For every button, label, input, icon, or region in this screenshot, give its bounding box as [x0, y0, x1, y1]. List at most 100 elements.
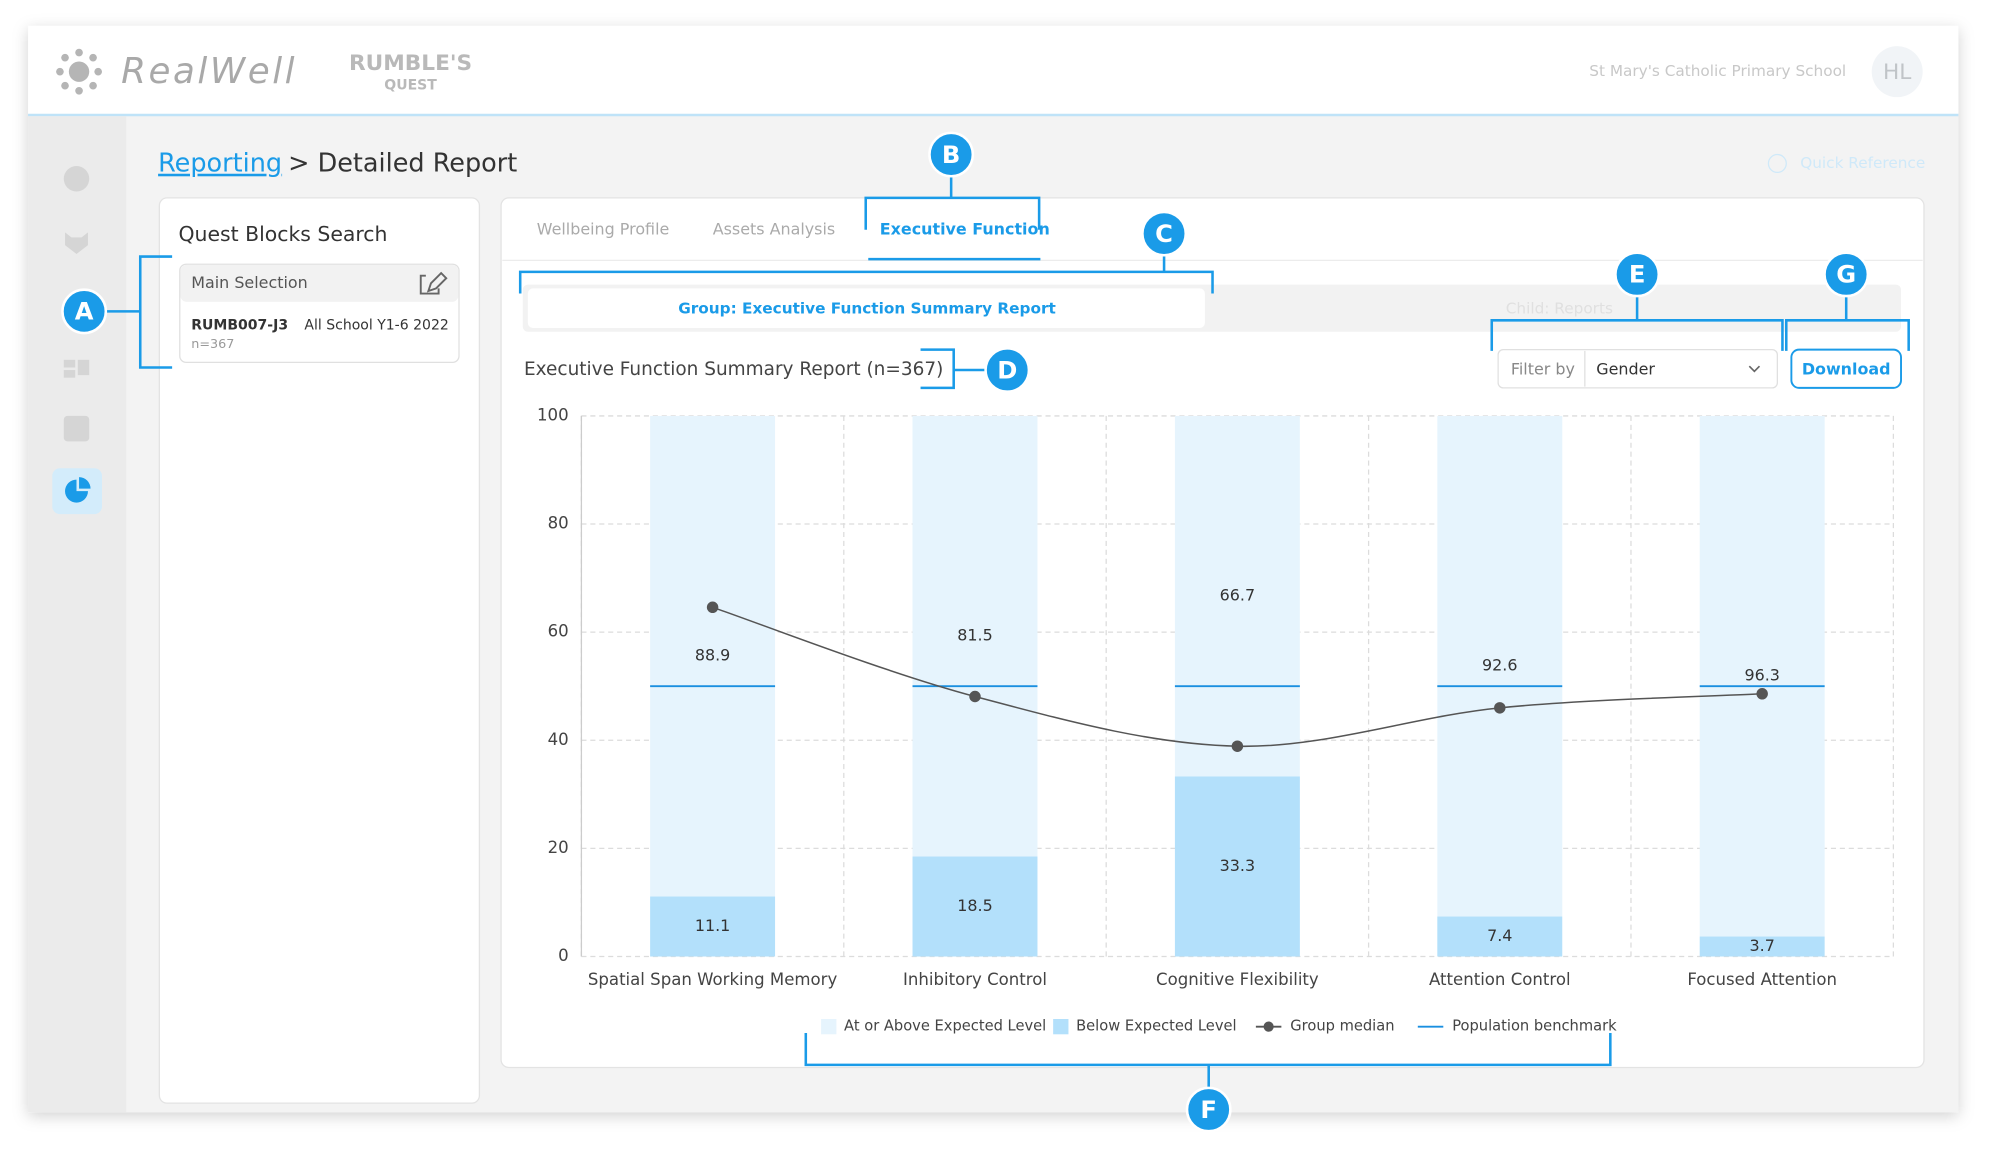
data-label: 66.7 — [1220, 586, 1255, 605]
game-logo: QUEST — [384, 78, 437, 94]
badge-label: F — [1200, 1096, 1217, 1124]
brand: RealWell — [121, 51, 297, 92]
breadcrumb-link[interactable]: Reporting — [158, 149, 282, 179]
bracket — [1490, 296, 1784, 351]
quick-reference[interactable]: Quick Reference — [1800, 154, 1925, 172]
help-icon[interactable] — [63, 166, 90, 192]
tab-active[interactable]: Executive Function — [880, 219, 1050, 238]
y-tick-label: 100 — [537, 405, 569, 424]
y-tick-label: 80 — [548, 514, 569, 533]
bracket — [105, 255, 173, 369]
subtab-active: Group: Executive Function Summary Report — [678, 299, 1056, 317]
x-tick-label: Attention Control — [1429, 970, 1571, 989]
data-label: 81.5 — [957, 626, 992, 645]
x-tick-label: Focused Attention — [1687, 970, 1837, 989]
data-label: 11.1 — [695, 916, 730, 935]
bracket — [920, 348, 986, 390]
bracket — [1784, 296, 1910, 351]
y-tick-label: 0 — [558, 946, 569, 965]
selection-code: RUMB007-J3 — [191, 317, 288, 333]
bar-segment — [650, 896, 776, 957]
report-title: Executive Function Summary Report (n=367… — [524, 359, 943, 380]
tab[interactable]: Assets Analysis — [713, 219, 835, 238]
avatar[interactable] — [1871, 46, 1923, 98]
filter-select[interactable] — [1497, 348, 1778, 389]
list-icon[interactable] — [63, 415, 90, 442]
data-label: 96.3 — [1744, 666, 1779, 685]
badge — [1141, 210, 1188, 257]
badge-label: C — [1155, 220, 1173, 248]
data-label: 92.6 — [1482, 656, 1517, 675]
data-label: 18.5 — [957, 896, 992, 915]
bar-segment — [650, 415, 776, 897]
filter-value: Gender — [1596, 360, 1655, 379]
info-icon — [1767, 153, 1787, 174]
data-label: 3.7 — [1750, 936, 1775, 955]
card-title: Main Selection — [191, 273, 307, 292]
badge — [928, 131, 975, 178]
tab[interactable]: Wellbeing Profile — [537, 219, 670, 238]
subtab-active-bg[interactable] — [527, 288, 1205, 328]
bar-segment — [912, 856, 1038, 957]
legend-dot — [1263, 1021, 1274, 1032]
median-point — [1494, 702, 1506, 714]
data-label: 88.9 — [695, 646, 730, 665]
bar-segment — [912, 415, 1038, 857]
school-name: St Mary's Catholic Primary School — [1589, 62, 1846, 80]
median-point — [706, 601, 719, 614]
bracket — [518, 255, 1214, 294]
bar-segment — [1174, 776, 1300, 957]
bracket — [864, 176, 1041, 230]
bar-segment — [1437, 415, 1563, 917]
selection-count: n=367 — [191, 337, 234, 352]
legend-label: Population benchmark — [1452, 1018, 1617, 1035]
download-button[interactable] — [1790, 348, 1902, 389]
subtab[interactable]: Child: Reports — [1506, 299, 1613, 317]
panel-title: Quest Blocks Search — [179, 222, 388, 246]
y-tick-label: 60 — [548, 622, 569, 641]
reporting-icon — [65, 479, 88, 503]
quest-icon[interactable] — [65, 232, 88, 254]
legend-swatch — [1053, 1019, 1069, 1035]
badge-label: G — [1836, 261, 1856, 289]
selection-card-header — [180, 264, 459, 302]
y-tick-label: 40 — [548, 730, 569, 749]
badge — [1823, 251, 1870, 298]
x-tick-label: Inhibitory Control — [903, 970, 1047, 989]
legend-label: Below Expected Level — [1076, 1018, 1236, 1035]
edit-icon[interactable] — [419, 271, 448, 295]
median-point — [969, 690, 981, 703]
chart: 0 20 40 60 80 100 11.1 88.9 18.5 81.5 33.3 66.7 7.4 9… — [537, 405, 1895, 1035]
chevron — [1748, 365, 1761, 373]
badge-label: A — [75, 298, 94, 326]
badge — [1614, 251, 1661, 298]
legend-label: Group median — [1290, 1018, 1394, 1035]
search-panel — [158, 197, 481, 1104]
bar-segment — [1699, 936, 1825, 957]
logo-icon — [56, 48, 102, 95]
y-tick-label: 20 — [548, 838, 569, 857]
bar-segment — [1699, 415, 1825, 937]
badge-label: E — [1629, 261, 1646, 289]
bracket — [804, 1033, 1612, 1088]
selection-cohort: All School Y1-6 2022 — [304, 317, 448, 333]
breadcrumb-current: > Detailed Report — [288, 149, 517, 179]
game-logo: RUMBLE'S — [349, 51, 472, 76]
median-point — [1756, 688, 1768, 700]
x-tick-label: Cognitive Flexibility — [1156, 970, 1319, 989]
data-label: 7.4 — [1487, 926, 1512, 945]
bar-segment — [1437, 916, 1563, 957]
bar-segment — [1174, 415, 1300, 777]
reporting-icon — [79, 477, 91, 489]
median-point — [1231, 740, 1244, 752]
x-tick-label: Spatial Span Working Memory — [588, 970, 838, 989]
legend-swatch — [821, 1019, 837, 1035]
badge — [1185, 1086, 1232, 1133]
badge — [984, 347, 1031, 393]
download-label: Download — [1802, 360, 1891, 379]
legend-label: At or Above Expected Level — [844, 1018, 1046, 1035]
badge — [61, 288, 108, 335]
dashboard-icon[interactable] — [63, 359, 90, 378]
data-label: 33.3 — [1220, 856, 1255, 875]
